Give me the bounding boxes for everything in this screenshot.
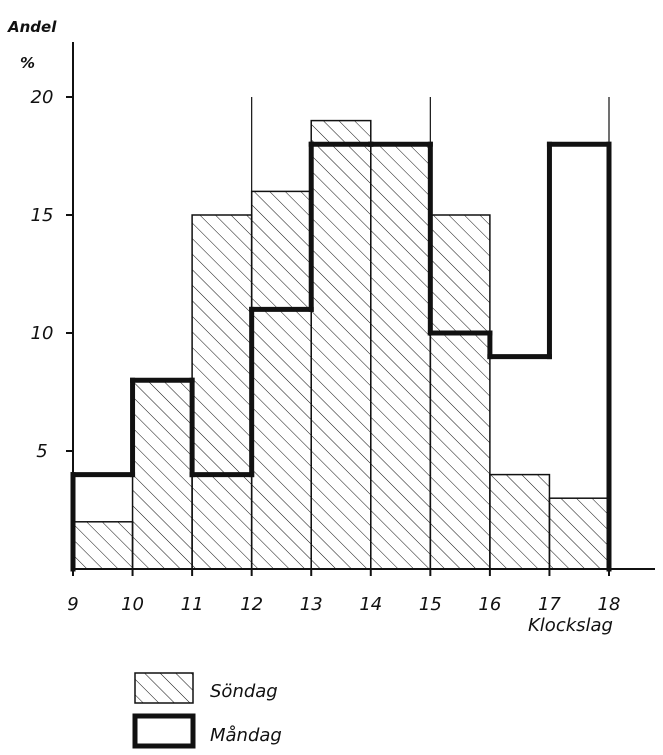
x-tick-label-18: 18 [598, 594, 621, 615]
x-tick-label-11: 11 [181, 594, 204, 615]
axes [72, 42, 655, 570]
bar-sondag-15 [429, 214, 491, 570]
bar-sondag-17 [548, 497, 610, 570]
x-tick-label-17: 17 [538, 594, 561, 615]
legend: Söndag Måndag [132, 672, 282, 749]
bar-sondag-16 [489, 473, 551, 570]
x-tick-label-12: 12 [240, 594, 263, 615]
y-tick-label-15: 15 [31, 205, 54, 226]
legend-swatch-mandag [132, 713, 196, 749]
x-tick-label-10: 10 [121, 594, 144, 615]
legend-label-mandag: Måndag [210, 725, 282, 746]
legend-label-sondag: Söndag [210, 681, 278, 702]
bar-sondag-13 [310, 119, 372, 570]
x-tick-label-16: 16 [478, 594, 501, 615]
y-axis-title: Andel [7, 18, 57, 36]
x-axis-title: Klockslag [528, 615, 613, 636]
bar-sondag-14 [370, 143, 432, 570]
x-tick-label-14: 14 [359, 594, 382, 615]
bar-sondag-10 [131, 379, 193, 570]
series-sondag [72, 119, 610, 570]
y-tick-label-20: 20 [31, 87, 54, 108]
bar-sondag-12 [250, 190, 312, 570]
x-tick-label-9: 9 [67, 594, 78, 615]
legend-swatch-sondag [134, 672, 194, 704]
y-axis-unit: % [20, 54, 35, 72]
tick-labels: 9 10 11 12 13 14 15 16 17 18 5 10 15 20 [31, 87, 621, 615]
y-tick-label-5: 5 [36, 441, 47, 462]
bar-sondag-11 [191, 214, 253, 570]
x-tick-label-13: 13 [300, 594, 323, 615]
y-tick-label-10: 10 [31, 323, 54, 344]
bar-sondag-9 [72, 521, 134, 570]
x-tick-label-15: 15 [419, 594, 442, 615]
